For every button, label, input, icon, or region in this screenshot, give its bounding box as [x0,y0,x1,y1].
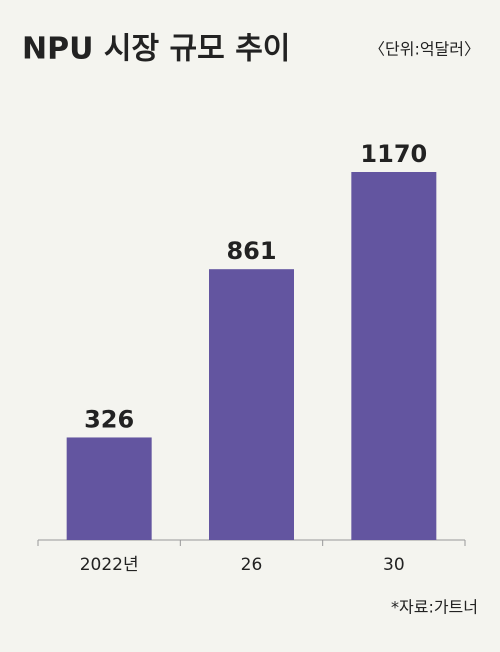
x-tick-label: 26 [241,555,263,575]
value-label: 1170 [360,140,427,168]
bar [209,269,294,540]
chart-title: NPU 시장 규모 추이 [22,32,290,67]
value-label: 861 [226,237,276,265]
x-tick-label: 30 [383,555,405,575]
bar [351,172,437,540]
value-label: 326 [84,405,134,433]
source-label: *자료:가트너 [391,598,478,617]
unit-label: 〈단위:억달러〉 [369,40,480,59]
x-tick-label: 2022년 [80,555,139,575]
bar [66,437,152,540]
